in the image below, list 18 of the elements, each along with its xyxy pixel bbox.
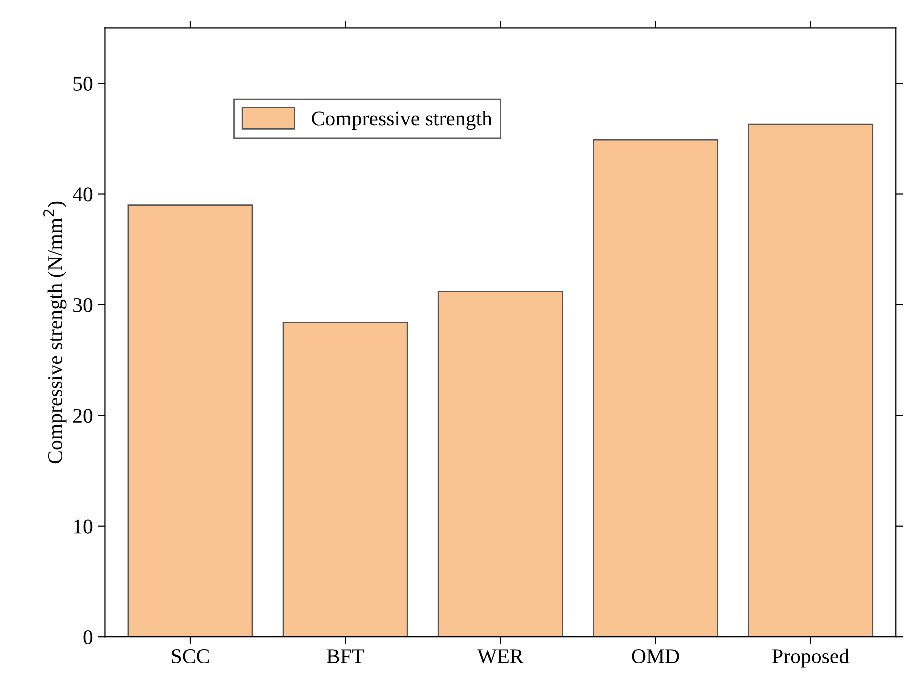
y-axis-title: Compressive strength (N/mm$^{2}$): [43, 202, 67, 464]
legend-label: Compressive strength: [312, 111, 492, 130]
y-tick-label: 30: [74, 298, 93, 312]
x-tick-label: WER: [478, 650, 524, 664]
y-tick-label: 40: [72, 188, 93, 202]
bar: [593, 139, 718, 638]
y-tick-label: 20: [73, 409, 93, 424]
bar: [128, 204, 254, 638]
y-tick-label: 0: [84, 630, 93, 645]
bar: [438, 290, 564, 638]
x-tick-label: SCC: [172, 650, 210, 664]
bar: [282, 322, 408, 638]
x-tick-label: BFT: [327, 650, 364, 664]
x-tick-label: OMD: [632, 650, 680, 664]
x-tick-label: Proposed: [772, 648, 850, 668]
bar: [748, 124, 874, 638]
y-tick-label: 10: [74, 520, 93, 534]
y-tick-label: 50: [74, 76, 93, 91]
